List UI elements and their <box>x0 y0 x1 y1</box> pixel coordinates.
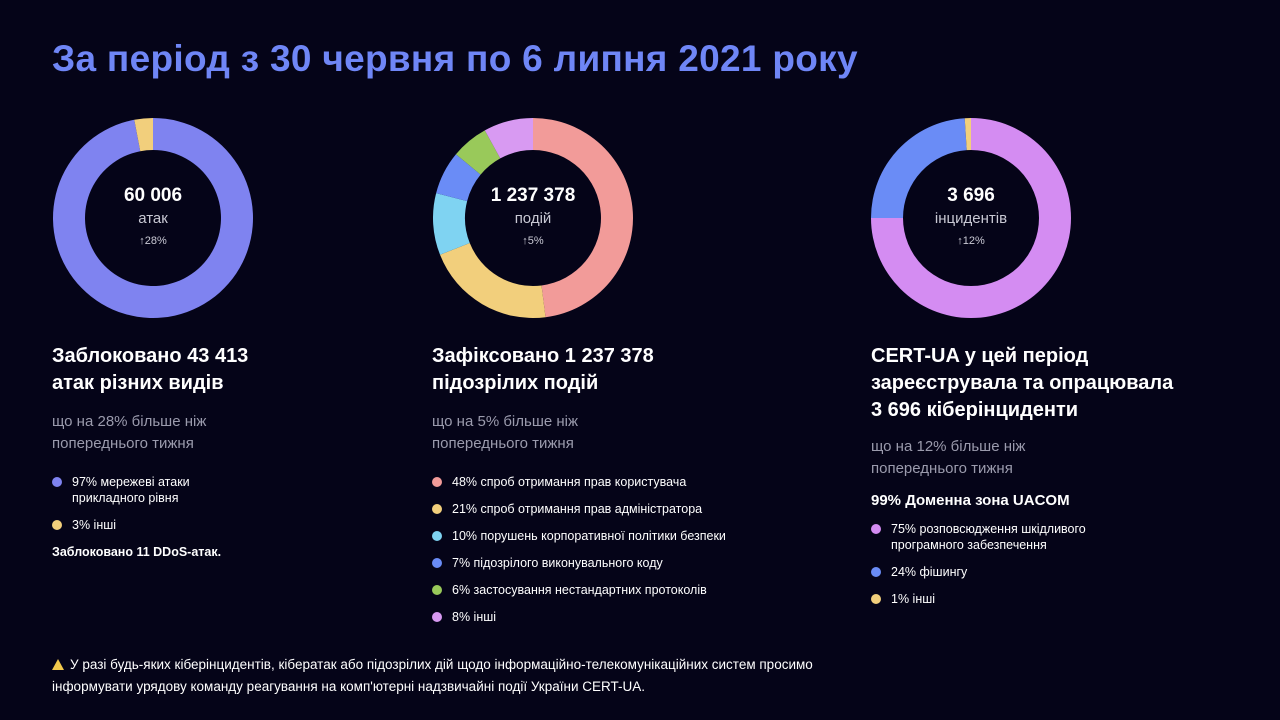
legend-label: 1% інші <box>891 592 936 606</box>
donut-slice <box>440 243 546 318</box>
column-attacks: Заблоковано 43 413 атак різних видів що … <box>52 343 382 559</box>
footer-line: У разі будь-яких кіберінцидентів, кібера… <box>70 657 813 672</box>
legend: 75% розповсюдження шкідливого програмног… <box>871 521 1251 607</box>
legend-swatch <box>871 567 881 577</box>
heading-line: атак різних видів <box>52 372 224 394</box>
incidents-change: ↑12% <box>957 235 985 247</box>
legend-swatch <box>871 524 881 534</box>
heading-line: Заблоковано 43 413 <box>52 345 249 367</box>
attacks-total: 60 006 <box>123 185 183 206</box>
legend-item: 3% інші <box>52 517 382 533</box>
events-change: ↑5% <box>522 235 544 247</box>
attacks-unit: атак <box>138 210 168 227</box>
legend-item: 8% інші <box>432 609 822 625</box>
legend-swatch <box>432 612 442 622</box>
legend-label: прикладного рівня <box>72 491 179 505</box>
heading-line: Зафіксовано 1 237 378 <box>432 345 654 367</box>
subtext-line: що на 12% більше ніж <box>871 438 1026 455</box>
legend-swatch <box>432 504 442 514</box>
subtext-line: що на 5% більше ніж <box>432 413 579 430</box>
legend-label: 6% застосування нестандартних протоколів <box>452 583 707 597</box>
heading-line: 3 696 кіберінциденти <box>871 399 1079 421</box>
legend-item: 10% порушень корпоративної політики безп… <box>432 528 822 544</box>
domain-zone-note: 99% Доменна зона UACOM <box>871 492 1070 509</box>
donut-slice <box>53 118 253 318</box>
legend-label: 7% підозрілого виконувального коду <box>452 556 663 570</box>
legend-item: 21% спроб отримання прав адміністратора <box>432 501 822 517</box>
legend-item: 97% мережеві атаки прикладного рівня <box>52 474 382 506</box>
legend-label: 3% інші <box>72 518 117 532</box>
legend-item: 6% застосування нестандартних протоколів <box>432 582 822 598</box>
column-subtext: що на 28% більше ніж попереднього тижня <box>52 411 382 455</box>
subtext-line: попереднього тижня <box>52 435 194 452</box>
donut-slice <box>436 154 481 202</box>
legend-item: 75% розповсюдження шкідливого програмног… <box>871 521 1251 553</box>
heading-line: підозрілих подій <box>432 372 599 394</box>
incidents-unit: інцидентів <box>934 210 1008 227</box>
legend-label: 10% порушень корпоративної політики безп… <box>452 529 726 543</box>
legend-label: 75% розповсюдження шкідливого <box>891 522 1086 536</box>
donut-slice <box>455 130 501 175</box>
column-heading: Зафіксовано 1 237 378 підозрілих подій <box>432 343 822 397</box>
page-title: За період з 30 червня по 6 липня 2021 ро… <box>52 38 858 79</box>
events-total: 1 237 378 <box>490 185 576 206</box>
legend-swatch <box>871 594 881 604</box>
incidents-total: 3 696 <box>947 185 995 206</box>
donut-svg-attacks <box>53 118 253 318</box>
legend-swatch <box>432 477 442 487</box>
heading-line: CERT-UA у цей період <box>871 345 1089 367</box>
events-unit: подій <box>514 210 552 227</box>
legend-swatch <box>52 520 62 530</box>
donut-slice <box>134 118 153 152</box>
donut-slice <box>484 118 533 159</box>
donut-slice <box>433 193 470 255</box>
column-events: Зафіксовано 1 237 378 підозрілих подій щ… <box>432 343 822 625</box>
column-subtext: що на 12% більше ніж попереднього тижня <box>871 436 1251 480</box>
legend-item: 7% підозрілого виконувального коду <box>432 555 822 571</box>
donut-svg-incidents <box>871 118 1071 318</box>
legend-label: 8% інші <box>452 610 497 624</box>
donut-svg-events <box>433 118 633 318</box>
column-heading: CERT-UA у цей період зареєструвала та оп… <box>871 343 1251 424</box>
legend-swatch <box>432 558 442 568</box>
subtext-line: попереднього тижня <box>432 435 574 452</box>
legend: 48% спроб отримання прав користувача 21%… <box>432 474 822 625</box>
legend: 97% мережеві атаки прикладного рівня 3% … <box>52 474 382 533</box>
legend-item: 1% інші <box>871 591 1251 607</box>
donut-chart-attacks: 60 006 атак ↑28% <box>53 118 253 318</box>
donut-chart-events: 1 237 378 подій ↑5% <box>433 118 633 318</box>
subtext-line: що на 28% більше ніж <box>52 413 207 430</box>
warning-icon <box>52 659 64 670</box>
legend-label: 24% фішингу <box>891 565 968 579</box>
ddos-note: Заблоковано 11 DDoS-атак. <box>52 545 222 559</box>
footer-note: У разі будь-яких кіберінцидентів, кібера… <box>52 654 813 698</box>
donut-slice <box>871 118 1071 318</box>
attacks-change: ↑28% <box>139 235 167 247</box>
column-subtext: що на 5% більше ніж попереднього тижня <box>432 411 822 455</box>
heading-line: зареєструвала та опрацювала <box>871 372 1174 394</box>
legend-item: 48% спроб отримання прав користувача <box>432 474 822 490</box>
legend-swatch <box>432 585 442 595</box>
donut-slice <box>964 118 971 151</box>
donut-slice <box>871 118 967 218</box>
legend-label: 48% спроб отримання прав користувача <box>452 475 687 489</box>
legend-swatch <box>52 477 62 487</box>
legend-label: 97% мережеві атаки <box>72 475 190 489</box>
legend-swatch <box>432 531 442 541</box>
legend-label: 21% спроб отримання прав адміністратора <box>452 502 703 516</box>
column-incidents: CERT-UA у цей період зареєструвала та оп… <box>871 343 1251 607</box>
donut-slice <box>533 118 633 318</box>
legend-item: 24% фішингу <box>871 564 1251 580</box>
column-heading: Заблоковано 43 413 атак різних видів <box>52 343 382 397</box>
donut-chart-incidents: 3 696 інцидентів ↑12% <box>871 118 1071 318</box>
subtext-line: попереднього тижня <box>871 460 1013 477</box>
footer-line: інформувати урядову команду реагування н… <box>52 679 645 694</box>
legend-label: програмного забезпечення <box>891 538 1047 552</box>
